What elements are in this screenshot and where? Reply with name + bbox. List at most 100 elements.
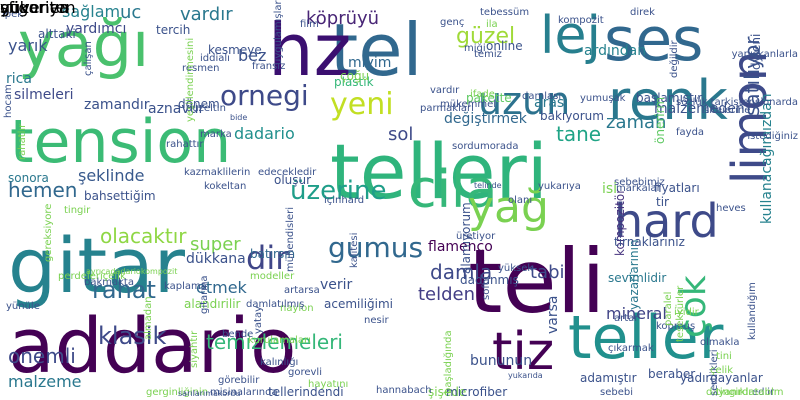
- cloud-word: sonora: [8, 171, 49, 185]
- cloud-word: önerirm: [653, 96, 667, 144]
- cloud-word: sevimlidir: [608, 271, 667, 285]
- cloud-word: damla: [430, 260, 493, 284]
- cloud-word: yeni: [330, 87, 394, 122]
- cloud-word: uzun: [478, 79, 571, 123]
- cloud-word: flamenco: [428, 239, 493, 255]
- cloud-word: varsa: [545, 295, 561, 335]
- cloud-word: yağı: [18, 8, 150, 81]
- cloud-word: tane: [556, 122, 602, 146]
- cloud-word: gereksiyore: [43, 203, 54, 262]
- cloud-word: tel: [330, 8, 423, 92]
- cloud-word: kaplama: [164, 281, 207, 292]
- cloud-word: gumus: [328, 231, 424, 264]
- cloud-word: uygulamışlar: [273, 0, 284, 65]
- cloud-word: hz: [268, 8, 352, 92]
- cloud-word: verir: [320, 277, 353, 293]
- cloud-word: çelik: [710, 365, 733, 376]
- cloud-word: misinalarında: [210, 387, 278, 398]
- cloud-word: bahsettiğim: [84, 189, 156, 203]
- cloud-word: sol: [388, 124, 414, 145]
- cloud-word: perdeleriçelik: [58, 271, 126, 282]
- cloud-word: onemli: [8, 344, 76, 368]
- cloud-word: bez: [238, 46, 267, 65]
- cloud-word: yardımcı: [66, 21, 127, 37]
- cloud-word: damlası: [522, 91, 562, 102]
- cloud-word: tir: [656, 195, 669, 209]
- cloud-word: marka: [200, 129, 232, 140]
- cloud-word: değiştirmek: [444, 111, 527, 127]
- cloud-word: çoğu: [340, 69, 370, 83]
- cloud-word: direk: [630, 7, 655, 18]
- cloud-word: malzeme: [8, 372, 82, 391]
- cloud-word: rica: [6, 71, 32, 87]
- cloud-word: tirnaklarınız: [614, 235, 685, 249]
- cloud-word: tension: [10, 107, 232, 177]
- cloud-word: sözlük: [676, 97, 708, 108]
- cloud-word: dükkana: [186, 251, 246, 267]
- cloud-word: hard: [614, 194, 719, 248]
- cloud-word: hayatını: [308, 379, 349, 390]
- cloud-word: ardından: [584, 43, 647, 59]
- cloud-word: hannabach: [376, 385, 432, 396]
- cloud-word: ayrıcadadariokompozit: [86, 267, 178, 276]
- cloud-word: markalar: [616, 183, 661, 194]
- cloud-word: aznavur: [148, 101, 205, 117]
- cloud-word: dadanmış: [460, 273, 519, 287]
- cloud-word: kokeltan: [204, 181, 247, 192]
- cloud-word: kullandığım: [747, 282, 758, 340]
- cloud-word: beraber: [648, 367, 696, 381]
- cloud-word: almadan: [143, 296, 154, 340]
- cloud-word: renk: [608, 69, 728, 132]
- cloud-word: güzel: [456, 24, 516, 49]
- cloud-word: kopmuş: [656, 321, 696, 332]
- cloud-word: alttaki: [38, 27, 76, 41]
- cloud-word: tini: [716, 351, 732, 362]
- cloud-word: dadario: [234, 124, 295, 143]
- cloud-word: arası: [534, 95, 569, 111]
- cloud-word: kullanacağımızdan: [759, 93, 775, 224]
- cloud-word: gorevli: [288, 367, 322, 378]
- cloud-word: bende: [222, 329, 254, 340]
- cloud-word: sebebimiz: [614, 177, 665, 188]
- cloud-word: sağlam: [62, 2, 121, 21]
- cloud-word: fransız: [252, 61, 286, 72]
- cloud-word: zamandır: [84, 97, 150, 113]
- cloud-word: tesekkürler: [675, 285, 686, 342]
- cloud-word: üzerine: [290, 176, 387, 206]
- cloud-word: artar: [614, 313, 639, 324]
- cloud-word: değildir: [669, 40, 680, 78]
- cloud-word: genç: [440, 17, 465, 28]
- cloud-word: ipek: [2, 9, 24, 20]
- cloud-word: teller: [568, 303, 724, 373]
- cloud-word: pakette: [466, 91, 512, 105]
- cloud-word: köprüyü: [306, 8, 380, 29]
- cloud-word: kalitesi: [349, 232, 360, 268]
- cloud-word: yarık: [8, 36, 48, 55]
- cloud-word: kompozit: [558, 15, 604, 26]
- cloud-word: olmakla: [700, 337, 740, 348]
- cloud-word: gerginliğinin: [146, 387, 209, 398]
- cloud-word: olacaktır: [100, 224, 187, 248]
- cloud-word: üretiyor: [456, 231, 496, 242]
- cloud-word: mineral: [606, 304, 667, 323]
- cloud-word: dyleni: [749, 33, 763, 70]
- cloud-word: soft: [481, 281, 492, 300]
- cloud-word: gitar: [8, 221, 185, 310]
- cloud-word: şişede: [428, 385, 467, 399]
- cloud-word: yünüle: [6, 301, 40, 312]
- cloud-word: dir: [246, 239, 289, 277]
- cloud-word: addario: [8, 301, 297, 390]
- cloud-word: iddialı: [200, 53, 230, 64]
- cloud-word: tabi: [530, 262, 565, 283]
- cloud-word: bakıyorum: [540, 109, 604, 123]
- cloud-word: güvenen: [0, 0, 70, 17]
- cloud-word: temizlemeleri: [206, 330, 343, 354]
- cloud-word: çalışan: [83, 41, 94, 76]
- cloud-word: başlamıştır: [636, 91, 703, 105]
- cloud-word: microfiber: [446, 385, 508, 399]
- cloud-word: fiyatları: [654, 181, 700, 195]
- cloud-word: telleri: [330, 127, 548, 216]
- cloud-word: siteierine: [704, 105, 751, 116]
- cloud-word: cila: [408, 160, 498, 220]
